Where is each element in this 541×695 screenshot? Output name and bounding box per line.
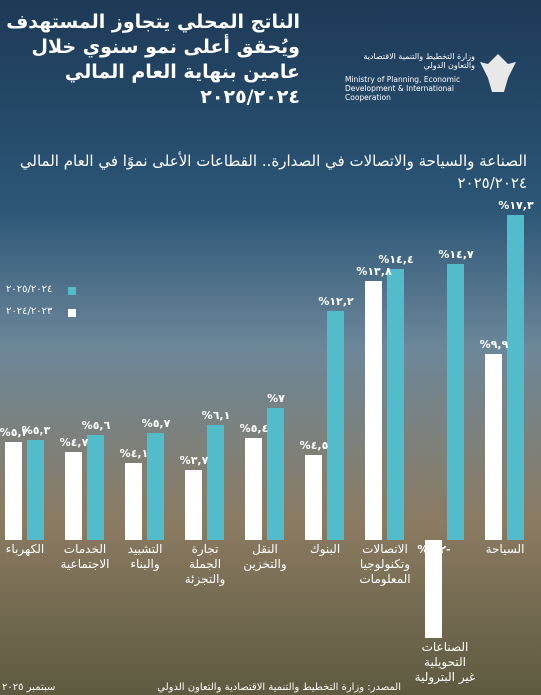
value-label: %١٧,٣ bbox=[498, 198, 534, 212]
bar bbox=[305, 455, 322, 540]
value-label: %٩,٩ bbox=[479, 337, 509, 351]
category-label: الصناعات التحويلية غير البترولية bbox=[414, 640, 476, 684]
value-label: %٥,٣ bbox=[21, 424, 51, 438]
legend-swatch bbox=[68, 309, 76, 317]
legend-swatch bbox=[68, 287, 76, 295]
value-label: %٥,٢- bbox=[417, 542, 451, 556]
category-label: التشييد والبناء bbox=[127, 542, 163, 571]
logo bbox=[480, 54, 516, 92]
bar bbox=[387, 269, 404, 540]
value-label: %١٤,٤ bbox=[378, 253, 414, 267]
bar bbox=[147, 432, 164, 540]
date: سبتمبر ٢٠٢٥ bbox=[2, 682, 56, 693]
value-label: %٥,٢ bbox=[0, 426, 29, 440]
bar bbox=[327, 310, 344, 540]
value-label: %٥,٦ bbox=[81, 418, 111, 432]
value-label: %٥,٧ bbox=[141, 416, 171, 430]
ministry-en: Ministry of Planning, Economic Developme… bbox=[345, 75, 461, 102]
bar bbox=[185, 470, 202, 540]
value-label: %١٢,٢ bbox=[318, 294, 354, 308]
subtitle: الصناعة والسياحة والاتصالات في الصدارة..… bbox=[19, 152, 527, 192]
legend-label: ٢٠٢٤/٢٠٢٣ bbox=[6, 306, 53, 317]
value-label: %٧ bbox=[267, 392, 285, 406]
value-label: %١٤,٧ bbox=[438, 247, 474, 261]
ministry-ar: وزارة التخطيط والتنمية الاقتصادية والتعا… bbox=[363, 52, 475, 70]
value-label: %٦,١ bbox=[201, 409, 231, 423]
bar bbox=[5, 442, 22, 540]
title: الناتج المحلي يتجاوز المستهدف ويُحقق أعل… bbox=[6, 11, 300, 108]
value-label: %٤,٥ bbox=[299, 439, 329, 453]
value-label: %٥,٤ bbox=[239, 422, 269, 436]
bar bbox=[27, 440, 44, 540]
category-label: الكهرباء bbox=[5, 542, 45, 556]
bar bbox=[485, 353, 502, 540]
source: المصدر: وزارة التخطيط والتنمية الاقتصادي… bbox=[157, 682, 401, 693]
category-label: النقل والتخزين bbox=[243, 542, 287, 571]
value-label: %٣,٧ bbox=[179, 454, 209, 468]
value-label: %٤,١ bbox=[119, 446, 149, 460]
bar bbox=[245, 438, 262, 540]
category-label: الاتصالات وتكنولوجيا المعلومات bbox=[359, 542, 411, 586]
bar bbox=[125, 462, 142, 540]
category-label: البنوك bbox=[309, 542, 341, 556]
bar bbox=[447, 263, 464, 540]
bar bbox=[507, 214, 524, 540]
bar bbox=[267, 408, 284, 540]
bar bbox=[365, 280, 382, 540]
category-label: الخدمات الاجتماعية bbox=[60, 542, 110, 571]
bar bbox=[87, 434, 104, 540]
bar bbox=[207, 425, 224, 540]
category-label: السياحة bbox=[485, 542, 525, 556]
value-label: %٤,٧ bbox=[59, 435, 89, 449]
legend-label: ٢٠٢٥/٢٠٢٤ bbox=[6, 284, 53, 295]
bar bbox=[65, 451, 82, 540]
value-label: %١٣,٨ bbox=[356, 264, 392, 278]
category-label: تجارة الجملة والتجزئة bbox=[184, 542, 226, 586]
bar bbox=[425, 540, 442, 638]
